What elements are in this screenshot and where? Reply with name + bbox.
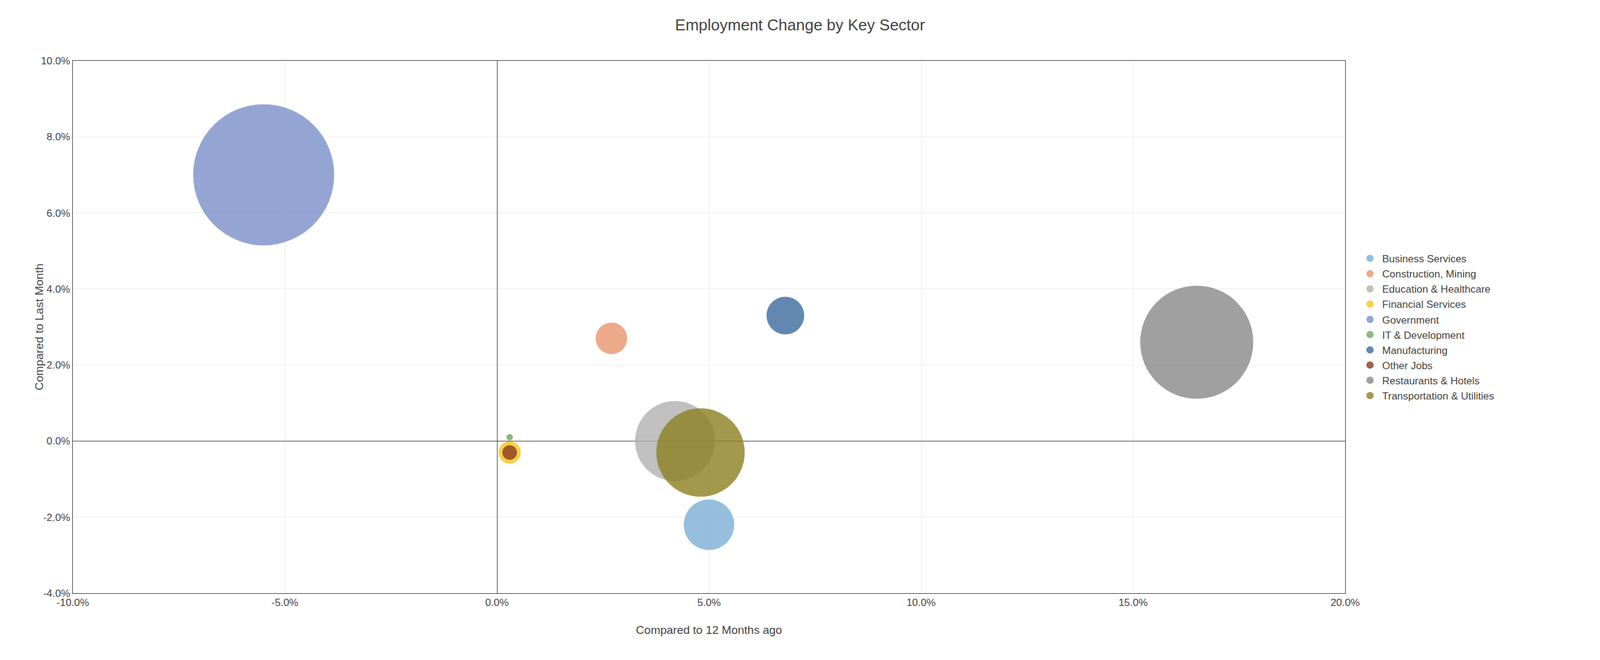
svg-text:20.0%: 20.0%: [1330, 596, 1360, 608]
svg-text:Manufacturing: Manufacturing: [1382, 344, 1448, 357]
svg-text:Business Services: Business Services: [1382, 253, 1467, 265]
svg-text:2.0%: 2.0%: [46, 359, 71, 371]
svg-text:4.0%: 4.0%: [46, 283, 71, 295]
svg-text:15.0%: 15.0%: [1118, 596, 1148, 608]
svg-text:-10.0%: -10.0%: [56, 596, 90, 608]
svg-text:0.0%: 0.0%: [46, 435, 71, 447]
svg-text:Construction, Mining: Construction, Mining: [1382, 268, 1477, 280]
svg-text:IT & Development: IT & Development: [1382, 329, 1465, 341]
svg-text:Financial Services: Financial Services: [1382, 298, 1466, 311]
svg-text:10.0%: 10.0%: [40, 55, 70, 67]
svg-text:Compared to Last Month: Compared to Last Month: [32, 263, 46, 391]
svg-text:10.0%: 10.0%: [906, 596, 936, 608]
svg-text:Government: Government: [1382, 314, 1440, 326]
svg-text:8.0%: 8.0%: [46, 131, 71, 143]
svg-text:Transportation & Utilities: Transportation & Utilities: [1382, 390, 1495, 402]
svg-text:-4.0%: -4.0%: [43, 587, 70, 599]
svg-text:-2.0%: -2.0%: [43, 511, 70, 524]
svg-text:Other Jobs: Other Jobs: [1382, 359, 1433, 372]
svg-text:Employment Change by Key Secto: Employment Change by Key Sector: [675, 15, 926, 34]
svg-text:0.0%: 0.0%: [485, 596, 510, 608]
svg-text:Compared to 12 Months ago: Compared to 12 Months ago: [635, 623, 783, 636]
svg-text:6.0%: 6.0%: [46, 207, 71, 220]
svg-text:Education & Healthcare: Education & Healthcare: [1382, 283, 1491, 295]
svg-text:Restaurants & Hotels: Restaurants & Hotels: [1382, 374, 1480, 387]
svg-text:5.0%: 5.0%: [697, 596, 721, 608]
svg-text:-5.0%: -5.0%: [271, 596, 298, 608]
